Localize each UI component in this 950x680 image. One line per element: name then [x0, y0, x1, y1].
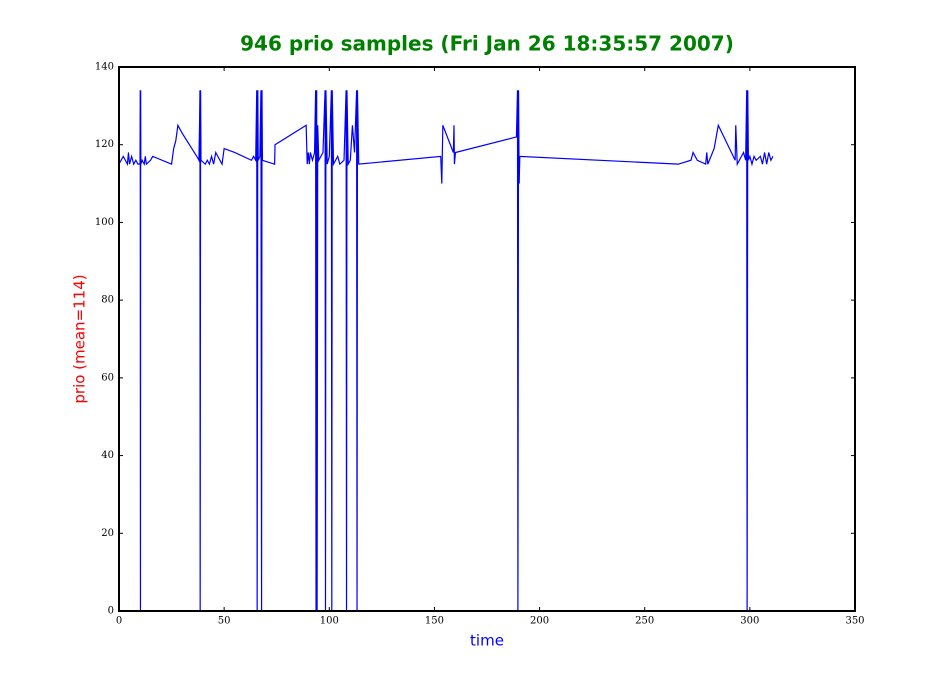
y-tick-label: 80	[101, 295, 114, 306]
x-tick-label: 150	[425, 616, 444, 627]
y-tick-label: 0	[108, 606, 114, 617]
plot-frame	[118, 66, 856, 612]
x-tick-label: 50	[218, 616, 231, 627]
chart-title: 946 prio samples (Fri Jan 26 18:35:57 20…	[240, 32, 734, 56]
y-tick-label: 40	[101, 450, 114, 461]
y-tick-label: 100	[95, 217, 114, 228]
y-tick-label: 60	[101, 372, 114, 383]
x-tick-label: 200	[530, 616, 549, 627]
y-axis-label: prio (mean=114)	[71, 274, 89, 403]
x-tick-label: 250	[635, 616, 654, 627]
y-tick-label: 120	[95, 139, 114, 150]
data-line	[118, 90, 774, 612]
x-tick-label: 100	[320, 616, 339, 627]
x-axis-label: time	[470, 632, 504, 650]
x-tick-label: 0	[116, 616, 122, 627]
y-tick-label: 20	[101, 528, 114, 539]
y-tick-label: 140	[95, 62, 114, 73]
x-tick-label: 350	[845, 616, 864, 627]
x-tick-label: 300	[740, 616, 759, 627]
